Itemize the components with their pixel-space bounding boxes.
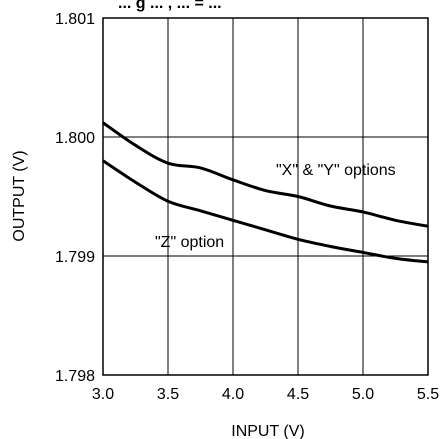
gridlines [102,17,429,376]
annotation-xy-options: "X" & "Y" options [276,162,396,179]
series-line-xy-options [102,121,429,228]
x-tick-label: 4.0 [222,386,244,403]
x-tick-label: 5.0 [352,386,374,403]
y-axis-label: OUTPUT (V) [11,150,28,241]
y-tick-label: 1.799 [55,249,95,266]
plot-frame [102,17,429,376]
series-layer [102,121,429,264]
series-line-z-option [102,159,429,264]
x-tick-label: 3.0 [92,386,114,403]
y-tick-labels: 1.798 1.799 1.800 1.801 [55,11,95,385]
y-tick-label: 1.798 [55,368,95,385]
x-tick-label: 3.5 [157,386,179,403]
x-tick-labels: 3.0 3.5 4.0 4.5 5.0 5.5 [92,386,439,403]
annotation-z-option: "Z" option [155,234,224,251]
x-axis-label: INPUT (V) [231,423,304,439]
chart-title-fragment: ... g ... , ... = ... [118,0,222,12]
x-tick-label: 4.5 [287,386,309,403]
y-tick-label: 1.800 [55,130,95,147]
x-tick-label: 5.5 [417,386,439,403]
y-tick-label: 1.801 [55,11,95,28]
